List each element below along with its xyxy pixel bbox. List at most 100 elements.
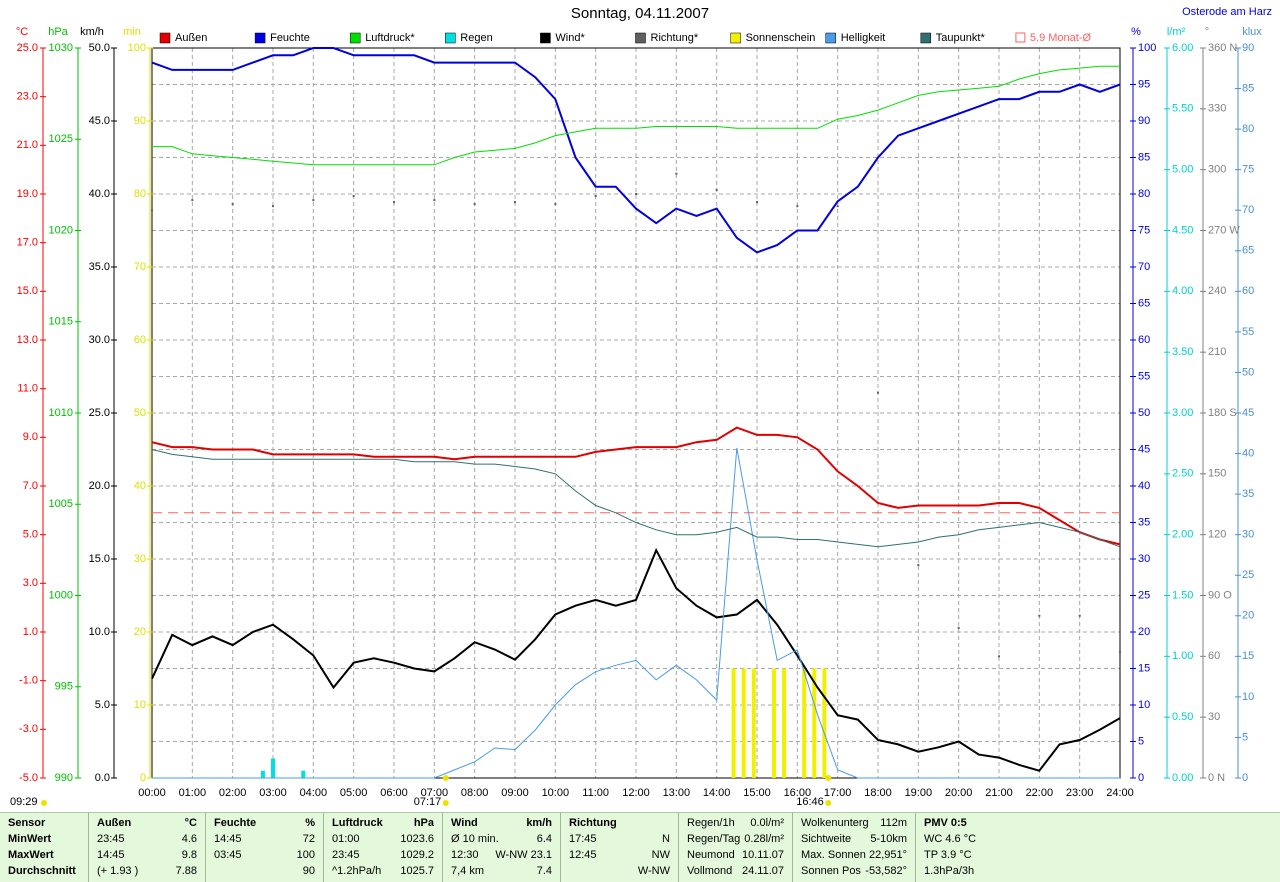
- location: Osterode am Harz: [1182, 6, 1272, 18]
- point: [836, 205, 839, 208]
- y-tick-label: 1030: [49, 42, 73, 54]
- y-tick-label: 0.00: [1172, 772, 1193, 784]
- chart: Sonntag, 04.11.2007 Osterode am Harz 00:…: [10, 5, 1272, 808]
- bar: [812, 668, 817, 778]
- y-tick-label: 80: [134, 188, 146, 200]
- x-tick-label: 11:00: [582, 787, 609, 799]
- stats-cell: 0.28l/m²: [744, 833, 784, 845]
- y-tick-label: 1025: [49, 133, 73, 145]
- stats-cell: Sichtweite: [801, 833, 852, 845]
- stats-cell: N: [662, 833, 670, 845]
- y-tick-label: 25.0: [89, 407, 110, 419]
- y-tick-label: 80: [1138, 188, 1150, 200]
- y-tick-label: 995: [55, 681, 73, 693]
- y-tick-label: 35: [1242, 488, 1254, 500]
- y-tick-label: -3.0: [19, 723, 38, 735]
- x-tick-label: 17:00: [824, 787, 852, 799]
- point: [312, 199, 315, 202]
- bar: [822, 668, 827, 778]
- y-tick-label: 5.0: [95, 699, 110, 711]
- point: [514, 201, 516, 204]
- y-tick-label: 9.0: [23, 431, 38, 443]
- x-tick-label: 05:00: [340, 787, 368, 799]
- point: [191, 199, 194, 202]
- stats-group: Regen/1h 0.0l/m² Regen/Tag 0.28l/m² Neumond 1…: [678, 813, 792, 882]
- y-tick-label: 5: [1138, 735, 1144, 747]
- y-tick-label: 1020: [49, 224, 73, 236]
- y-tick-label: 35.0: [89, 261, 110, 273]
- stats-cell: NW: [651, 849, 670, 861]
- y-tick-label: 90 O: [1208, 589, 1232, 601]
- y-tick-label: 55: [1242, 326, 1254, 338]
- axis-unit: l/m²: [1167, 26, 1186, 38]
- stats-cell: 72: [302, 833, 315, 845]
- stats-cell: km/h: [526, 817, 552, 829]
- legend-label: Richtung*: [651, 32, 699, 44]
- y-tick-label: 360 N: [1208, 42, 1237, 54]
- stats-cell: 4.6: [181, 833, 197, 845]
- stats-cell: -53,582°: [865, 865, 907, 877]
- y-tick-label: 10.0: [89, 626, 110, 638]
- legend-swatch: [445, 32, 456, 44]
- y-tick-label: 20.0: [89, 480, 110, 492]
- y-tick-label: 19.0: [17, 188, 38, 200]
- y-tick-label: 15: [1138, 662, 1150, 674]
- y-tick-label: 60: [134, 334, 146, 346]
- y-tick-label: 65: [1242, 245, 1254, 257]
- stats-cell: Regen/Tag: [687, 833, 741, 845]
- point: [231, 203, 234, 206]
- y-tick-label: 210: [1208, 346, 1226, 358]
- x-tick-label: 19:00: [905, 787, 933, 799]
- y-tick-label: 65: [1138, 297, 1150, 309]
- stats-cell: 24.11.07: [741, 865, 784, 877]
- sun-marker: [825, 775, 832, 781]
- axis-unit: klux: [1242, 26, 1262, 38]
- x-tick-label: 22:00: [1026, 787, 1054, 799]
- x-tick-label: 09:00: [501, 787, 529, 799]
- y-tick-label: 45.0: [89, 115, 110, 127]
- y-tick-label: 3.00: [1172, 407, 1193, 419]
- axis-unit: °C: [16, 26, 28, 38]
- stats-cell: 01:00: [332, 833, 360, 845]
- y-tick-label: 90: [1242, 42, 1254, 54]
- y-tick-label: 70: [1242, 204, 1254, 216]
- y-tick-label: 0.0: [95, 772, 110, 784]
- sun-event-label: 07:17: [414, 796, 442, 808]
- point: [1119, 651, 1121, 654]
- y-tick-label: 15.0: [89, 553, 110, 565]
- axis-unit: %: [1131, 26, 1141, 38]
- y-tick-label: 3.50: [1172, 346, 1193, 358]
- stats-cell: Regen/1h: [687, 817, 735, 829]
- x-tick-label: 00:00: [138, 787, 166, 799]
- y-tick-label: 330: [1208, 103, 1226, 115]
- y-tick-label: 25.0: [17, 42, 38, 54]
- y-tick-label: 70: [134, 261, 146, 273]
- chart-title: Sonntag, 04.11.2007: [571, 5, 709, 22]
- sun-marker: [442, 800, 449, 806]
- point: [917, 564, 920, 567]
- y-tick-label: 25: [1242, 569, 1254, 581]
- y-tick-label: 40: [1242, 447, 1254, 459]
- axis-unit: hPa: [48, 26, 68, 38]
- stats-cell: Ø 10 min.: [451, 833, 499, 845]
- y-tick-label: 1010: [49, 407, 73, 419]
- stats-cell: Max. Sonnen: [801, 849, 866, 861]
- axis-unit: min: [123, 26, 141, 38]
- stats-cell: 7.88: [175, 865, 197, 877]
- x-tick-label: 02:00: [219, 787, 247, 799]
- stats-group: Feuchte% 14:45 72 03:45 100 90: [205, 813, 323, 882]
- y-tick-label: 75: [1242, 164, 1254, 176]
- y-tick-label: 0: [140, 772, 146, 784]
- y-tick-label: 300: [1208, 164, 1226, 176]
- day-length: 09:29: [10, 796, 38, 808]
- x-tick-label: 15:00: [743, 787, 771, 799]
- y-tick-label: 21.0: [17, 139, 38, 151]
- y-tick-label: 150: [1208, 468, 1226, 480]
- point: [877, 391, 879, 394]
- y-tick-label: -1.0: [19, 675, 38, 687]
- y-tick-label: 1005: [49, 498, 73, 510]
- y-tick-label: 55: [1138, 370, 1150, 382]
- stats-cell: 6.4: [536, 833, 552, 845]
- point: [151, 209, 153, 212]
- sun-event-label: 16:46: [796, 796, 824, 808]
